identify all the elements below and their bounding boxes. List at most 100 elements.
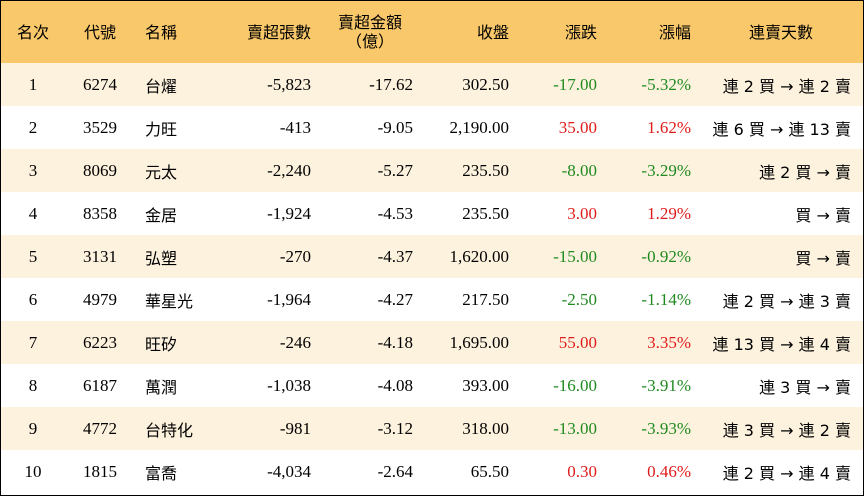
cell-sell-amount: -9.05 — [377, 117, 413, 137]
cell-name: 富喬 — [145, 463, 178, 483]
header-close: 收盤 — [476, 22, 509, 42]
cell-rank: 10 — [24, 461, 42, 481]
cell-change: -13.00 — [553, 418, 597, 438]
cell-sell-streak: 連 2 買 → 連 4 賣 — [722, 463, 851, 483]
header-sell-amount: 賣超金額 （億） — [337, 13, 402, 51]
cell-close: 235.50 — [462, 160, 509, 180]
cell-sell-shares: -981 — [279, 418, 311, 438]
cell-change-pct: -1.14% — [641, 289, 691, 309]
cell-change-pct: -3.93% — [641, 418, 691, 438]
cell-sell-amount: -4.37 — [377, 246, 413, 266]
table-row: 9 4772 台特化 -981 -3.12 318.00 -13.00 -3.93% 連 3 買… — [1, 407, 863, 450]
cell-close: 318.00 — [462, 418, 509, 438]
cell-code: 6223 — [83, 332, 117, 352]
cell-close: 235.50 — [462, 203, 509, 223]
cell-rank: 9 — [28, 418, 38, 438]
cell-change-pct: 1.29% — [647, 203, 691, 223]
cell-rank: 7 — [28, 332, 38, 352]
cell-change: 35.00 — [558, 117, 597, 137]
cell-close: 217.50 — [462, 289, 509, 309]
header-change: 漲跌 — [564, 22, 597, 42]
cell-rank: 8 — [28, 375, 38, 395]
cell-sell-shares: -2,240 — [267, 160, 311, 180]
cell-change-pct: -5.32% — [641, 74, 691, 94]
cell-name: 力旺 — [145, 119, 178, 139]
cell-code: 1815 — [83, 461, 117, 481]
cell-change-pct: -3.29% — [641, 160, 691, 180]
cell-code: 4772 — [83, 418, 117, 438]
cell-change: 0.30 — [567, 461, 597, 481]
cell-sell-amount: -4.27 — [377, 289, 413, 309]
cell-name: 台燿 — [145, 76, 178, 96]
cell-name: 台特化 — [145, 420, 194, 440]
cell-change: -16.00 — [553, 375, 597, 395]
cell-close: 393.00 — [462, 375, 509, 395]
cell-close: 2,190.00 — [449, 117, 510, 137]
cell-name: 弘塑 — [145, 248, 178, 268]
table-row: 7 6223 旺矽 -246 -4.18 1,695.00 55.00 3.35% 連 13 買… — [1, 321, 863, 364]
cell-change: -15.00 — [553, 246, 597, 266]
cell-close: 1,620.00 — [449, 246, 510, 266]
cell-code: 3131 — [83, 246, 117, 266]
table-header-row: 名次 代號 名稱 賣超張數 賣超金額 （億） 收盤 漲跌 漲幅 連賣天數 — [1, 1, 863, 63]
cell-rank: 4 — [28, 203, 38, 223]
cell-name: 金居 — [145, 205, 178, 225]
cell-change: -17.00 — [553, 74, 597, 94]
header-code: 代號 — [83, 22, 116, 42]
header-sell-shares: 賣超張數 — [246, 22, 311, 42]
table-row: 3 8069 元太 -2,240 -5.27 235.50 -8.00 -3.29% 連 2 買… — [1, 149, 863, 192]
cell-name: 元太 — [145, 162, 178, 182]
cell-sell-amount: -4.53 — [377, 203, 413, 223]
cell-change-pct: -0.92% — [641, 246, 691, 266]
cell-sell-shares: -270 — [279, 246, 311, 266]
cell-sell-amount: -2.64 — [377, 461, 413, 481]
cell-sell-amount: -17.62 — [369, 74, 413, 94]
header-sell-streak: 連賣天數 — [748, 22, 813, 42]
cell-sell-shares: -4,034 — [267, 461, 311, 481]
cell-change-pct: 1.62% — [647, 117, 691, 137]
cell-sell-streak: 連 2 買 → 連 3 賣 — [722, 291, 851, 311]
cell-sell-amount: -5.27 — [377, 160, 413, 180]
cell-change: 55.00 — [558, 332, 597, 352]
header-rank: 名次 — [16, 22, 49, 42]
cell-change-pct: -3.91% — [641, 375, 691, 395]
cell-name: 華星光 — [145, 291, 194, 311]
cell-close: 65.50 — [470, 461, 509, 481]
cell-sell-streak: 連 2 買 → 連 2 賣 — [722, 76, 851, 96]
cell-name: 旺矽 — [145, 334, 178, 354]
cell-code: 4979 — [83, 289, 117, 309]
cell-sell-streak: 連 6 買 → 連 13 賣 — [712, 119, 851, 139]
cell-code: 8358 — [83, 203, 117, 223]
cell-sell-streak: 連 3 買 → 連 2 賣 — [722, 420, 851, 440]
cell-change-pct: 3.35% — [647, 332, 691, 352]
cell-sell-shares: -413 — [279, 117, 311, 137]
cell-close: 302.50 — [462, 74, 509, 94]
header-change-pct: 漲幅 — [658, 22, 691, 42]
cell-change: -8.00 — [561, 160, 597, 180]
cell-sell-shares: -1,924 — [267, 203, 311, 223]
cell-change-pct: 0.46% — [647, 461, 691, 481]
cell-sell-amount: -4.18 — [377, 332, 413, 352]
cell-sell-amount: -3.12 — [377, 418, 413, 438]
cell-change: 3.00 — [567, 203, 597, 223]
cell-sell-streak: 連 3 買 → 賣 — [759, 377, 851, 397]
cell-sell-shares: -1,038 — [267, 375, 311, 395]
cell-name: 萬潤 — [145, 377, 178, 397]
cell-sell-streak: 買 → 賣 — [795, 205, 851, 225]
cell-rank: 1 — [28, 74, 38, 94]
table-row: 4 8358 金居 -1,924 -4.53 235.50 3.00 1.29% 買 → 賣 — [1, 192, 863, 235]
table-row: 8 6187 萬潤 -1,038 -4.08 393.00 -16.00 -3.91% 連 3 … — [1, 364, 863, 407]
cell-change: -2.50 — [561, 289, 597, 309]
cell-rank: 3 — [28, 160, 38, 180]
cell-sell-streak: 買 → 賣 — [795, 248, 851, 268]
cell-sell-amount: -4.08 — [377, 375, 413, 395]
cell-code: 6187 — [83, 375, 117, 395]
cell-sell-streak: 連 13 買 → 連 4 賣 — [712, 334, 851, 354]
header-name: 名稱 — [145, 22, 178, 42]
table-row: 10 1815 富喬 -4,034 -2.64 65.50 0.30 0.46% 連 2 買 →… — [1, 450, 863, 493]
cell-sell-shares: -1,964 — [267, 289, 311, 309]
cell-code: 8069 — [83, 160, 117, 180]
table-row: 2 3529 力旺 -413 -9.05 2,190.00 35.00 1.62% 連 6 買 … — [1, 106, 863, 149]
